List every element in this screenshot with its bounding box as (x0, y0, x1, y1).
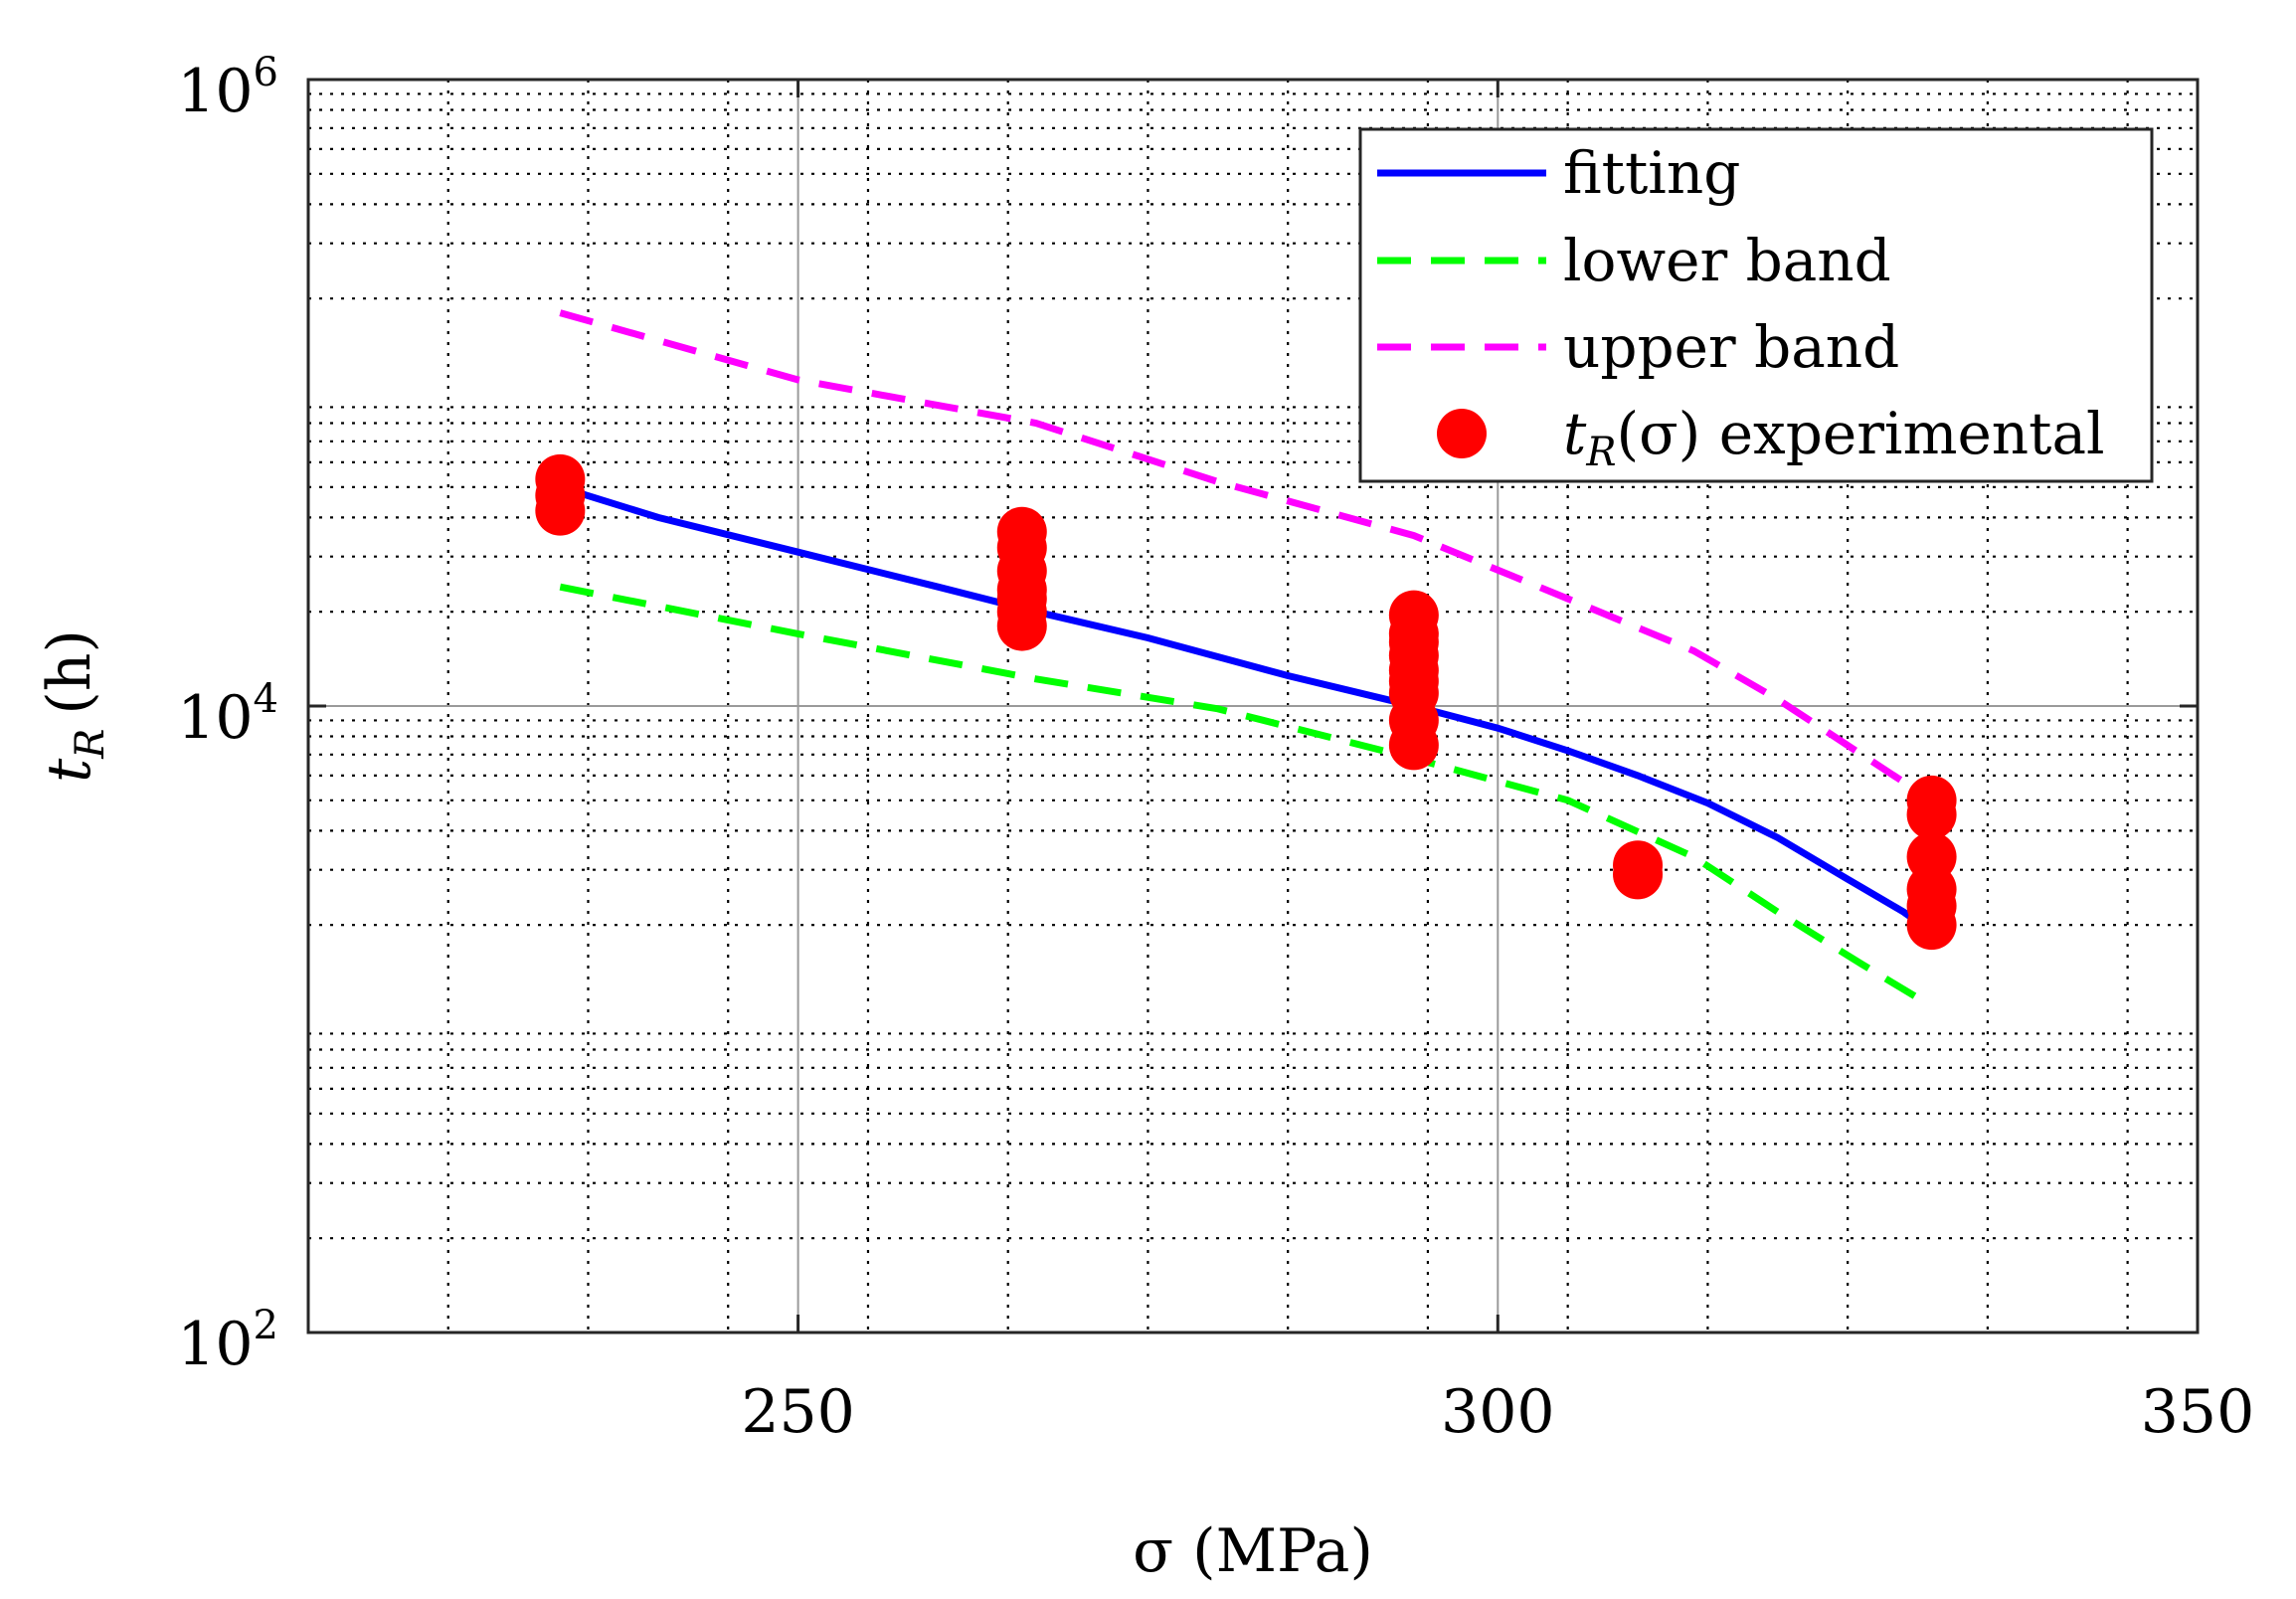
legend-label-lower-band: lower band (1563, 227, 1891, 294)
legend-label-fitting: fitting (1563, 139, 1740, 207)
y-tick-label: 106 (177, 50, 278, 126)
experimental-point (1388, 695, 1439, 746)
lower-band-line (559, 583, 1934, 1009)
axis-ticks (308, 78, 2200, 1334)
legend-swatch-experimental (1437, 409, 1487, 458)
y-tick-base: 10 (177, 683, 253, 753)
y-tick-labels: 102 104 106 (177, 50, 278, 1379)
legend: fitting lower band upper band tR(σ) expe… (1358, 127, 2154, 483)
y-tick-exponent: 2 (254, 1303, 278, 1348)
fitting-line (559, 483, 1934, 936)
y-axis-label-main: t (35, 758, 104, 783)
y-tick-label: 102 (177, 1303, 278, 1379)
y-tick-base: 10 (177, 57, 253, 126)
legend-label-experimental-sub: R (1585, 430, 1616, 475)
experimental-point (1388, 590, 1439, 640)
x-tick-label: 350 (2141, 1377, 2255, 1447)
experimental-point (1613, 840, 1664, 891)
y-tick-exponent: 4 (254, 676, 278, 722)
y-axis-label-sub: R (68, 729, 113, 760)
upper-band-line (559, 309, 1934, 803)
experimental-point (535, 453, 586, 504)
series-layer (535, 309, 1957, 1009)
experimental-point (996, 506, 1047, 557)
x-axis-label: σ (MPa) (1133, 1516, 1373, 1586)
y-tick-label: 104 (177, 676, 278, 753)
experimental-point (1906, 831, 1957, 882)
y-axis-label: tR (h) (35, 629, 113, 783)
legend-label-experimental-rest: (σ) experimental (1616, 400, 2104, 467)
legend-label-upper-band: upper band (1563, 313, 1899, 381)
y-tick-base: 10 (177, 1310, 253, 1379)
experimental-markers (535, 453, 1957, 951)
x-tick-label: 250 (741, 1377, 855, 1447)
x-tick-labels: 250 300 350 (741, 1377, 2254, 1447)
experimental-point (1906, 775, 1957, 825)
y-tick-exponent: 6 (254, 50, 278, 95)
y-axis-label-unit: (h) (35, 629, 104, 714)
x-tick-label: 300 (1441, 1377, 1555, 1447)
legend-label-experimental: tR(σ) experimental (1563, 400, 2105, 475)
legend-box (1358, 127, 2154, 483)
legend-label-experimental-main: t (1563, 400, 1587, 467)
